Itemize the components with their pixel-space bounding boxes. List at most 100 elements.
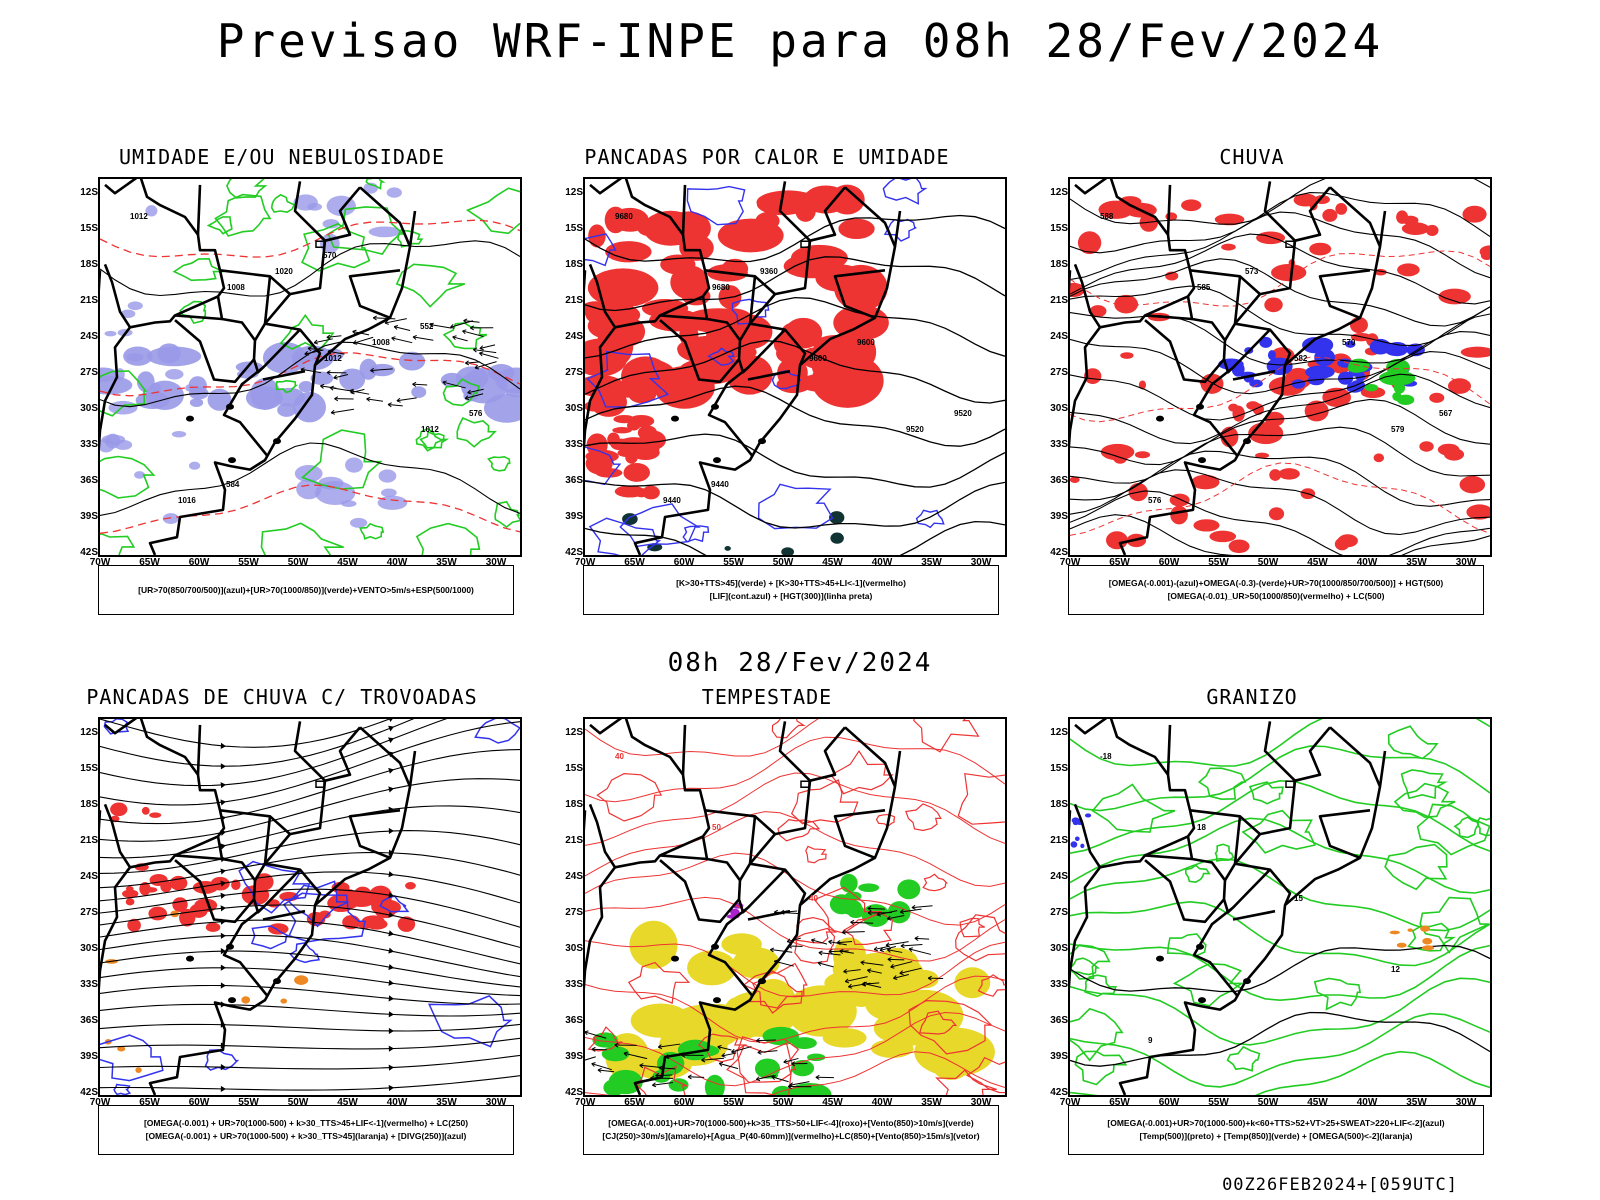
humidity-west-fill bbox=[100, 205, 201, 524]
longitude-tick-label: 65W bbox=[139, 557, 160, 568]
longitude-tick-label: 65W bbox=[1109, 1097, 1130, 1108]
longitude-tick-label: 55W bbox=[238, 1097, 259, 1108]
latitude-tick-label: 42S bbox=[1050, 547, 1068, 558]
latitude-tick-label: 42S bbox=[565, 1087, 583, 1098]
longitude-tick-label: 30W bbox=[485, 1097, 507, 1108]
contour-label: 585 bbox=[1197, 283, 1211, 292]
convection-k-tts-fill bbox=[622, 511, 845, 555]
humidity-south-fill bbox=[294, 457, 408, 528]
panel-legend: [K>30+TTS>45](verde) + [K>30+TTS>45+LI<-… bbox=[583, 565, 999, 615]
panel-legend: [OMEGA(-0.001)-(azul)+OMEGA(-0.3)-(verde… bbox=[1068, 565, 1484, 615]
panel-humidity: UMIDADE E/OU NEBULOSIDADE 12S 15S 18S 21S 24S… bbox=[42, 145, 522, 625]
contour-label: 40 bbox=[615, 752, 624, 761]
latitude-tick-label: 12S bbox=[1050, 727, 1068, 738]
wind-850-east-fill bbox=[829, 873, 921, 928]
latitude-tick-label: 27S bbox=[1050, 367, 1068, 378]
map-borders bbox=[585, 179, 902, 555]
longitude-tick-label: 40W bbox=[1356, 1097, 1378, 1108]
thunder-red-fill bbox=[125, 873, 416, 935]
latitude-tick-label: 24S bbox=[80, 871, 98, 882]
longitude-tick-label: 45W bbox=[822, 1097, 843, 1108]
latitude-tick-label: 15S bbox=[1050, 763, 1068, 774]
legend-line: [OMEGA(-0.001)-(azul)+OMEGA(-0.3)-(verde… bbox=[1108, 578, 1444, 588]
latitude-tick-label: 42S bbox=[1050, 1087, 1068, 1098]
panel-title: CHUVA bbox=[1219, 145, 1285, 169]
longitude-tick-label: 30W bbox=[970, 1097, 992, 1108]
map-area: 9680 9680 9600 9520 9440 9360 9600 9520 9440 bbox=[583, 177, 1007, 557]
thunder-orange-fill bbox=[104, 910, 309, 1073]
hgt500-labels: 588 585 582 579 576 573 570 567 bbox=[1100, 212, 1453, 505]
latitude-tick-label: 12S bbox=[565, 727, 583, 738]
latitude-tick-label: 39S bbox=[1050, 511, 1068, 522]
precip-water-contours bbox=[587, 719, 1005, 1095]
contour-label: 9 bbox=[1148, 1036, 1153, 1045]
latitude-tick-label: 12S bbox=[565, 187, 583, 198]
panel-title: TEMPESTADE bbox=[701, 685, 833, 709]
latitude-tick-label: 36S bbox=[80, 475, 98, 486]
contour-label: 1020 bbox=[275, 267, 293, 276]
map-area: -18 18 15 12 9 bbox=[1068, 717, 1492, 1097]
latitude-tick-label: 21S bbox=[1050, 295, 1068, 306]
contour-label: 570 bbox=[323, 251, 337, 260]
longitude-tick-label: 45W bbox=[1307, 1097, 1328, 1108]
panel-rain: CHUVA 12S 15S 18S 21S 24S 27S 30S 33S 36S 39S 42S 70… bbox=[1012, 145, 1492, 625]
longitude-tick-label: 40W bbox=[871, 1097, 893, 1108]
panel-title: UMIDADE E/OU NEBULOSIDADE bbox=[118, 145, 446, 169]
latitude-tick-label: 12S bbox=[80, 727, 98, 738]
latitude-tick-label: 30S bbox=[80, 943, 98, 954]
contour-label: 9680 bbox=[712, 283, 730, 292]
contour-label: 50 bbox=[712, 823, 721, 832]
longitude-tick-label: 70W bbox=[89, 557, 111, 568]
latitude-tick-label: 15S bbox=[1050, 223, 1068, 234]
longitude-tick-label: 55W bbox=[1208, 557, 1229, 568]
longitude-tick-label: 55W bbox=[1208, 1097, 1229, 1108]
isobar-labels: 1012 1008 1012 1012 1016 1020 1008 576 584 570 552 bbox=[130, 212, 483, 505]
convection-south-fill bbox=[585, 384, 666, 500]
latitude-tick-label: 39S bbox=[565, 511, 583, 522]
legend-line: [OMEGA(-0.001)+UR>70(1000-500)+k<60+TTS>… bbox=[1107, 1118, 1445, 1128]
lc-500-contours bbox=[1070, 250, 1490, 536]
panel-hail: GRANIZO 12S 15S 18S 21S 24S 27S 30S 33S 36S 39S 42S… bbox=[1012, 685, 1492, 1165]
latitude-tick-label: 18S bbox=[565, 259, 583, 270]
longitude-tick-label: 50W bbox=[1257, 1097, 1279, 1108]
longitude-tick-label: 65W bbox=[139, 1097, 160, 1108]
divergence-250-contours bbox=[100, 719, 520, 1095]
contour-label: 579 bbox=[1391, 425, 1405, 434]
contour-label: -18 bbox=[1100, 752, 1112, 761]
latitude-tick-label: 36S bbox=[80, 1015, 98, 1026]
contour-label: 12 bbox=[1391, 965, 1400, 974]
longitude-tick-label: 35W bbox=[1406, 1097, 1427, 1108]
map-borders bbox=[100, 179, 417, 555]
longitude-tick-label: 50W bbox=[287, 557, 309, 568]
latitude-tick-label: 36S bbox=[565, 1015, 583, 1026]
latitude-tick-label: 15S bbox=[565, 223, 583, 234]
contour-label: 18 bbox=[1197, 823, 1206, 832]
map-area bbox=[98, 717, 522, 1097]
longitude-tick-label: 55W bbox=[723, 557, 744, 568]
contour-label: 588 bbox=[1100, 212, 1114, 221]
latitude-tick-label: 21S bbox=[80, 835, 98, 846]
latitude-tick-label: 36S bbox=[565, 475, 583, 486]
latitude-tick-label: 30S bbox=[1050, 943, 1068, 954]
latitude-tick-label: 39S bbox=[80, 511, 98, 522]
legend-line: [OMEGA(-0.001)+UR>70(1000-500)+k>35_TTS>… bbox=[608, 1118, 974, 1128]
contour-label: 1012 bbox=[130, 212, 148, 221]
contour-label: 15 bbox=[1294, 894, 1303, 903]
pw-labels: 40 50 40 bbox=[615, 752, 818, 903]
contour-label: 552 bbox=[420, 322, 434, 331]
legend-line: [UR>70(850/700/500)](azul)+[UR>70(1000/8… bbox=[138, 584, 474, 595]
longitude-tick-label: 70W bbox=[1059, 557, 1081, 568]
latitude-tick-label: 18S bbox=[80, 259, 98, 270]
panel-heat-showers: PANCADAS POR CALOR E UMIDADE 12S 15S 18S 21S… bbox=[527, 145, 1007, 625]
hgt-300-contours bbox=[585, 214, 1005, 555]
map-borders bbox=[1070, 719, 1387, 1095]
latitude-tick-label: 36S bbox=[1050, 475, 1068, 486]
wind-vectors bbox=[300, 315, 499, 415]
longitude-tick-label: 60W bbox=[1158, 1097, 1180, 1108]
latitude-tick-label: 12S bbox=[80, 187, 98, 198]
longitude-tick-label: 50W bbox=[772, 1097, 794, 1108]
contour-label: 582 bbox=[1294, 354, 1308, 363]
panel-title: PANCADAS POR CALOR E UMIDADE bbox=[584, 145, 950, 169]
latitude-tick-label: 30S bbox=[565, 403, 583, 414]
thickness-500-1000-contours bbox=[100, 219, 520, 534]
